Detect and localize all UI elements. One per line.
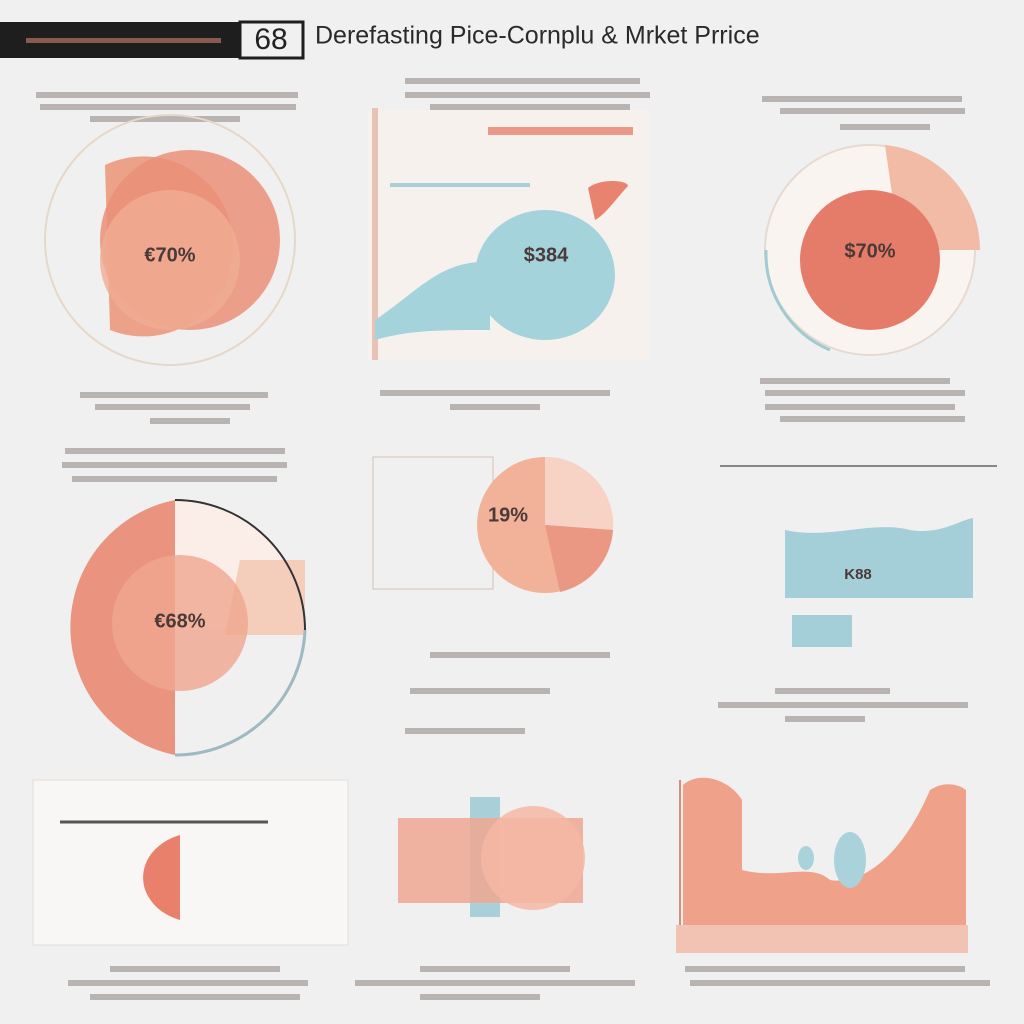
chart-bottom-left xyxy=(32,779,349,946)
panel-label: €70% xyxy=(144,244,195,266)
chart-top-middle xyxy=(368,108,650,360)
badge-box xyxy=(238,20,305,60)
panel-label: $70% xyxy=(844,240,895,262)
area-mid-right xyxy=(720,465,997,647)
badge: 68 xyxy=(254,23,287,56)
captions xyxy=(36,78,990,1000)
title: Derefasting Pice-Cornplu & Mrket Prrice xyxy=(315,22,760,50)
pie-top-left xyxy=(44,114,296,366)
panel-label: K88 xyxy=(844,566,872,583)
pie-mid-left xyxy=(70,499,307,757)
chart-bottom-center xyxy=(398,797,585,917)
area-bottom-right xyxy=(676,777,968,953)
pie-mid-center xyxy=(372,456,614,593)
header-subtext xyxy=(26,38,221,43)
panel-label: €68% xyxy=(154,610,205,632)
panel-label: $384 xyxy=(524,244,569,266)
panel-label: 19% xyxy=(488,504,528,526)
pie-top-right xyxy=(764,144,981,356)
